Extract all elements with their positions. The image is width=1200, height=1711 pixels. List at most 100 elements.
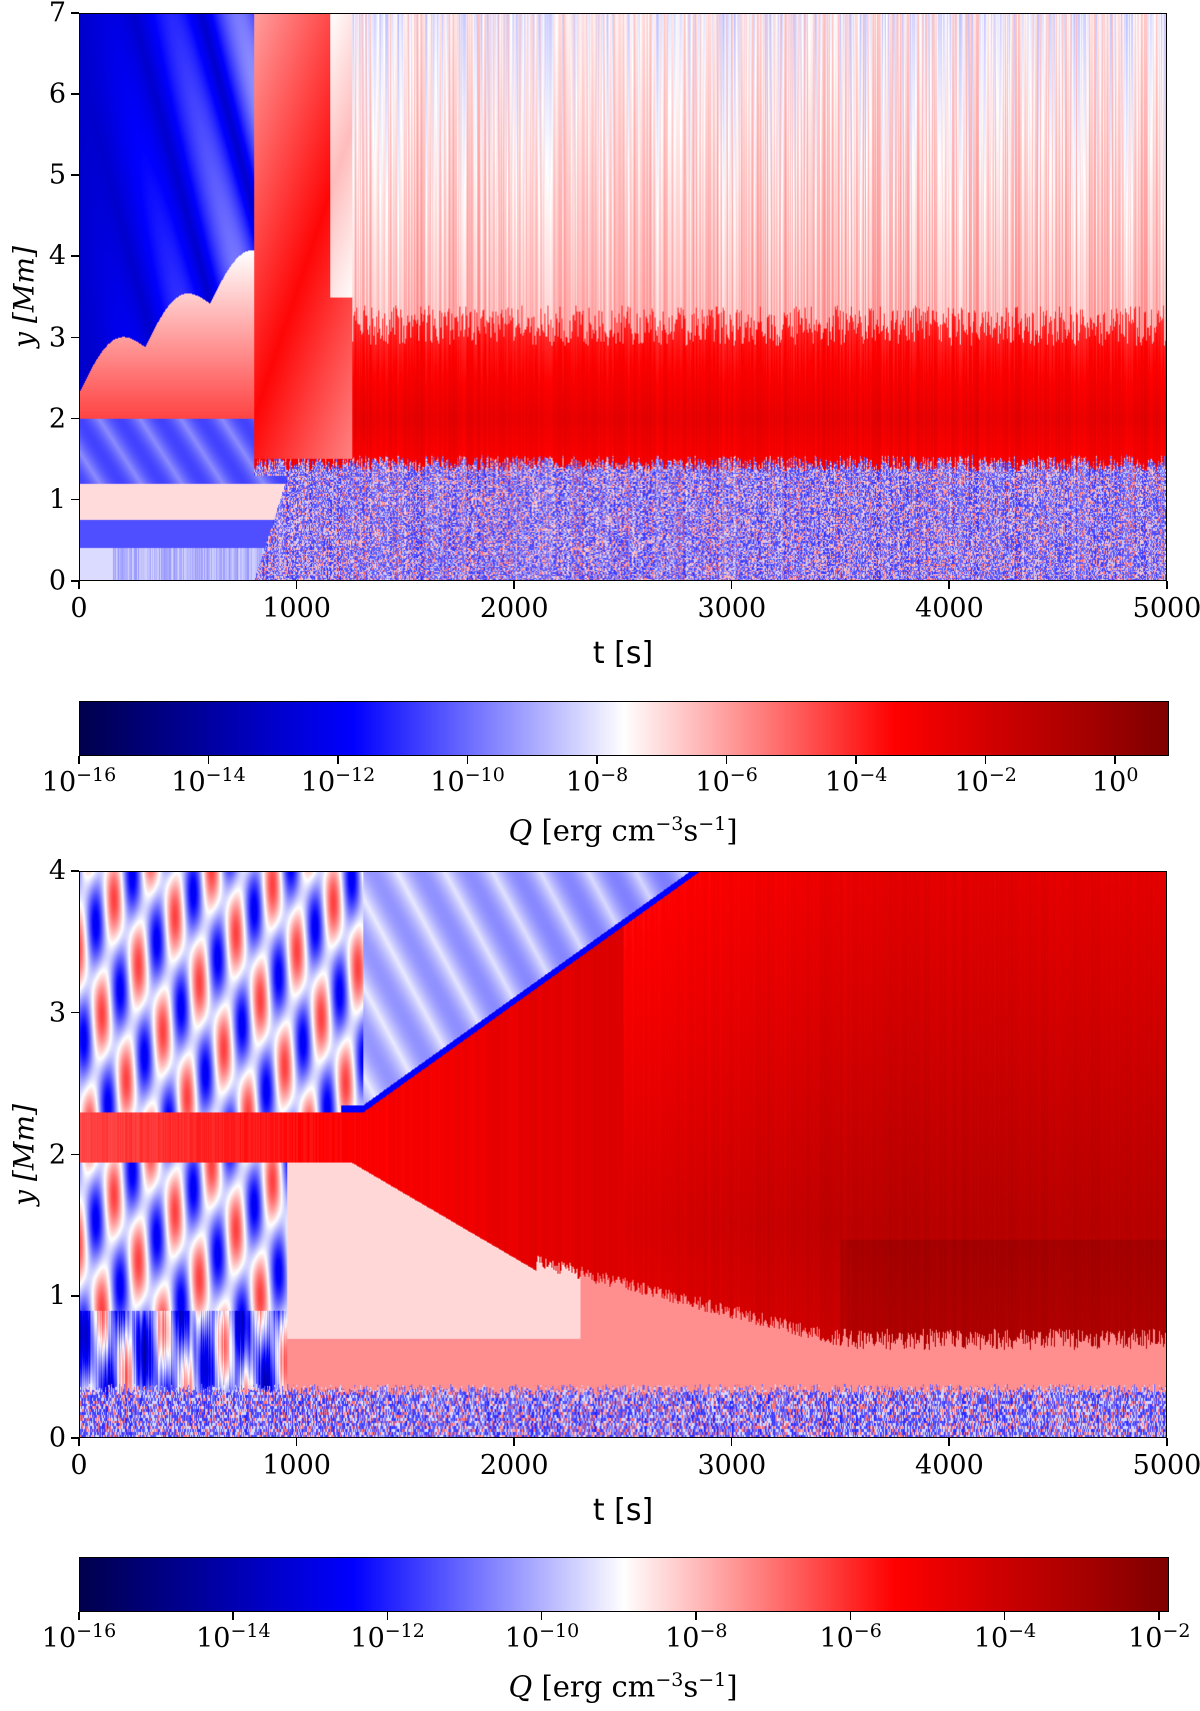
y-tick-mark <box>71 255 79 257</box>
y-tick-label: 2 <box>48 1139 66 1170</box>
tick-exponent: 0 <box>1126 764 1139 786</box>
colorbar-tick-mark <box>540 1612 543 1620</box>
x-tick-mark <box>730 581 733 589</box>
colorbar-tick-mark <box>725 756 728 764</box>
colorbar-tick-mark <box>984 756 987 764</box>
x-tick-label: 4000 <box>915 1450 984 1481</box>
colorbar-tick-label: 10−2 <box>954 764 1016 798</box>
y-tick-label: 3 <box>48 322 66 354</box>
tick-base: 10 <box>1091 767 1127 798</box>
x-axis-label: t [s] <box>592 1493 654 1528</box>
y-tick-mark <box>71 336 79 339</box>
colorbar-label-q: Q <box>508 813 533 848</box>
colorbar-tick-mark <box>1114 756 1116 764</box>
colorbar <box>79 1557 1169 1612</box>
colorbar-tick-label: 10−4 <box>825 764 887 798</box>
colorbar-tick-label: 10−12 <box>350 1620 424 1654</box>
tick-base: 10 <box>171 767 206 798</box>
colorbar-tick-mark <box>207 756 210 764</box>
tick-base: 10 <box>41 767 77 798</box>
x-tick-label: 1000 <box>262 1450 331 1481</box>
y-tick-label: 0 <box>48 1422 66 1454</box>
colorbar-tick-mark <box>1158 1612 1160 1620</box>
colorbar-label: Q [erg cm−3s−1] <box>508 1669 737 1704</box>
tick-base: 10 <box>196 1623 231 1654</box>
colorbar-tick-label: 10−4 <box>974 1620 1036 1654</box>
colorbar-label-close: ] <box>726 813 738 848</box>
colorbar-tick-mark <box>386 1612 389 1620</box>
colorbar-label-close: ] <box>726 1669 738 1704</box>
heatmap-image <box>80 872 1166 1437</box>
y-tick-mark <box>71 1295 79 1297</box>
colorbar-tick-label: 10−6 <box>695 764 757 798</box>
x-tick-label: 3000 <box>697 593 767 624</box>
x-tick-mark <box>513 581 515 589</box>
colorbar-tick-mark <box>695 1612 697 1620</box>
tick-exponent: −12 <box>384 1620 425 1642</box>
colorbar-label-q: Q <box>508 1669 533 1704</box>
y-tick-label: 6 <box>48 78 66 110</box>
y-tick-label: 5 <box>48 159 66 191</box>
x-tick-mark <box>948 581 950 589</box>
tick-exponent: −2 <box>988 764 1017 786</box>
colorbar-tick-label: 10−14 <box>196 1620 270 1654</box>
colorbar-label-s: s <box>683 813 699 848</box>
x-tick-mark <box>78 1438 80 1446</box>
x-tick-mark <box>730 1438 733 1446</box>
y-axis-label: y [Mm] <box>7 246 41 348</box>
x-tick-mark <box>513 1438 515 1446</box>
y-tick-mark <box>71 580 79 582</box>
y-tick-mark <box>71 93 79 95</box>
colorbar-gradient <box>80 1558 1168 1611</box>
tick-exponent: −6 <box>729 764 758 786</box>
colorbar-tick-label: 10−12 <box>301 764 375 798</box>
tick-exponent: −14 <box>205 764 246 786</box>
tick-base: 10 <box>350 1623 385 1654</box>
tick-exponent: −8 <box>600 764 629 786</box>
tick-exponent: −10 <box>539 1620 580 1642</box>
colorbar-tick-mark <box>855 756 857 764</box>
colorbar-tick-mark <box>78 1612 80 1620</box>
x-tick-mark <box>295 1438 298 1446</box>
x-tick-mark <box>1166 581 1168 589</box>
heatmap-plot-bottom <box>79 871 1167 1438</box>
colorbar-tick-label: 10−8 <box>566 764 628 798</box>
y-tick-label: 3 <box>48 997 66 1029</box>
tick-base: 10 <box>1128 1623 1163 1654</box>
y-tick-mark <box>71 174 79 176</box>
colorbar-tick-label: 10−16 <box>42 764 116 798</box>
tick-exponent: −2 <box>1162 1620 1191 1642</box>
tick-base: 10 <box>41 1623 77 1654</box>
y-tick-mark <box>71 1011 79 1014</box>
y-tick-mark <box>71 870 79 872</box>
x-tick-mark <box>295 581 298 589</box>
colorbar-label-exp1: −3 <box>655 1669 684 1691</box>
y-tick-label: 4 <box>48 240 66 272</box>
colorbar-tick-label: 10−2 <box>1128 1620 1190 1654</box>
x-tick-label: 5000 <box>1132 1450 1200 1481</box>
tick-exponent: −10 <box>464 764 505 786</box>
tick-exponent: −6 <box>853 1620 882 1642</box>
colorbar-tick-label: 10−10 <box>430 764 504 798</box>
x-tick-label: 3000 <box>697 1450 767 1481</box>
colorbar <box>79 701 1169 756</box>
colorbar-gradient <box>80 702 1168 755</box>
colorbar-label-units: [erg cm <box>541 1669 656 1704</box>
tick-base: 10 <box>504 1623 540 1654</box>
tick-base: 10 <box>819 1623 854 1654</box>
y-tick-label: 0 <box>48 565 66 597</box>
tick-exponent: −12 <box>335 764 376 786</box>
y-tick-mark <box>71 1153 79 1155</box>
x-tick-label: 0 <box>70 1450 88 1481</box>
colorbar-tick-mark <box>232 1612 234 1620</box>
tick-base: 10 <box>665 1623 700 1654</box>
tick-exponent: −14 <box>230 1620 271 1642</box>
tick-base: 10 <box>565 767 601 798</box>
heatmap-image <box>80 14 1166 580</box>
y-tick-mark <box>71 12 79 14</box>
y-tick-mark <box>71 498 79 501</box>
x-axis-label: t [s] <box>592 636 654 671</box>
heatmap-plot-top <box>79 13 1167 581</box>
colorbar-tick-mark <box>337 756 339 764</box>
y-tick-label: 7 <box>48 0 66 29</box>
